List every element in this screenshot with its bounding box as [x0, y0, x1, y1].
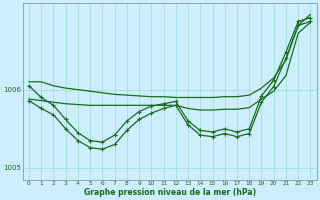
X-axis label: Graphe pression niveau de la mer (hPa): Graphe pression niveau de la mer (hPa): [84, 188, 256, 197]
